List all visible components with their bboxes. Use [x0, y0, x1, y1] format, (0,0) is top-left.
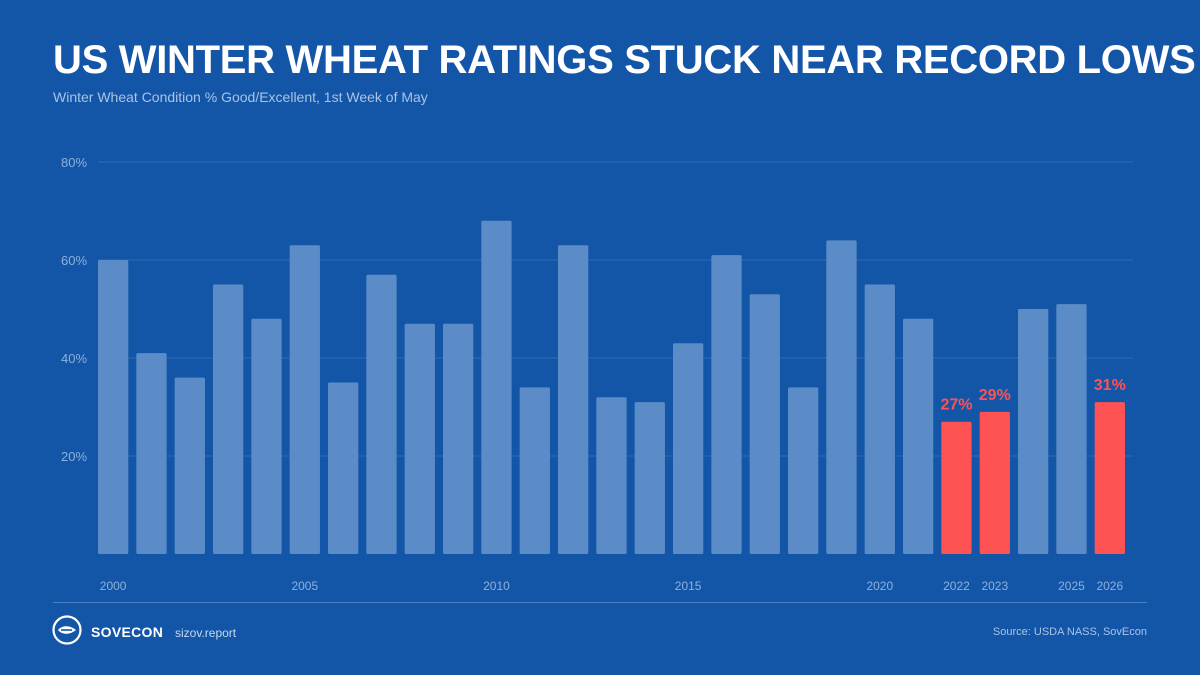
x-tick-label: 2026: [1096, 579, 1123, 593]
bar-2024: [1018, 309, 1049, 554]
data-label-2023: 29%: [979, 387, 1011, 404]
bar-2008: [404, 323, 435, 554]
x-tick-label: 2025: [1058, 579, 1085, 593]
x-tick-label: 2010: [483, 579, 510, 593]
footer-divider: [53, 602, 1147, 603]
bar-2002: [174, 377, 205, 554]
sovecon-logo-icon: [52, 615, 82, 645]
bar-2007: [366, 274, 397, 554]
x-tick-label: 2005: [291, 579, 318, 593]
x-tick-label: 2020: [866, 579, 893, 593]
bar-2004: [251, 318, 282, 554]
bar-2003: [213, 284, 244, 554]
bar-2022: [941, 421, 972, 554]
x-tick-label: 2022: [943, 579, 970, 593]
y-tick-label: 80%: [61, 155, 87, 170]
chart-title: US WINTER WHEAT RATINGS STUCK NEAR RECOR…: [53, 38, 1196, 82]
bar-2005: [289, 245, 320, 555]
bar-2006: [328, 382, 359, 554]
y-tick-label: 20%: [61, 449, 87, 464]
bar-2020: [864, 284, 895, 554]
bar-2012: [558, 245, 589, 555]
bar-2021: [903, 318, 934, 554]
bar-2025: [1056, 304, 1087, 554]
bar-2016: [711, 255, 742, 554]
x-tick-label: 2023: [981, 579, 1008, 593]
x-tick-label: 2015: [675, 579, 702, 593]
bar-2013: [596, 397, 627, 554]
bar-2000: [98, 260, 129, 554]
data-label-2022: 27%: [940, 397, 972, 414]
bar-2010: [481, 220, 512, 555]
bar-2009: [443, 323, 474, 554]
bar-2011: [519, 387, 550, 554]
data-label-2026: 31%: [1094, 377, 1126, 394]
bar-2026: [1094, 402, 1125, 554]
y-tick-label: 60%: [61, 253, 87, 268]
bar-2019: [826, 240, 857, 554]
bar-2023: [979, 411, 1010, 554]
x-tick-label: 2000: [100, 579, 127, 593]
website-link[interactable]: sizov.report: [175, 626, 237, 640]
bar-2014: [634, 402, 665, 554]
bar-2001: [136, 353, 167, 554]
bar-chart: 20% 40% 60% 80% 2000 2005 2010 2015 2020 2022 27% 2…: [61, 155, 1133, 593]
bar-2018: [788, 387, 819, 554]
chart-subtitle: Winter Wheat Condition % Good/Excellent,…: [53, 89, 428, 105]
bar-2017: [749, 294, 780, 554]
bar-2015: [673, 343, 704, 554]
brand-name: SOVECON: [91, 624, 164, 640]
source-note: Source: USDA NASS, SovEcon: [992, 626, 1147, 638]
y-tick-label: 40%: [61, 351, 87, 366]
